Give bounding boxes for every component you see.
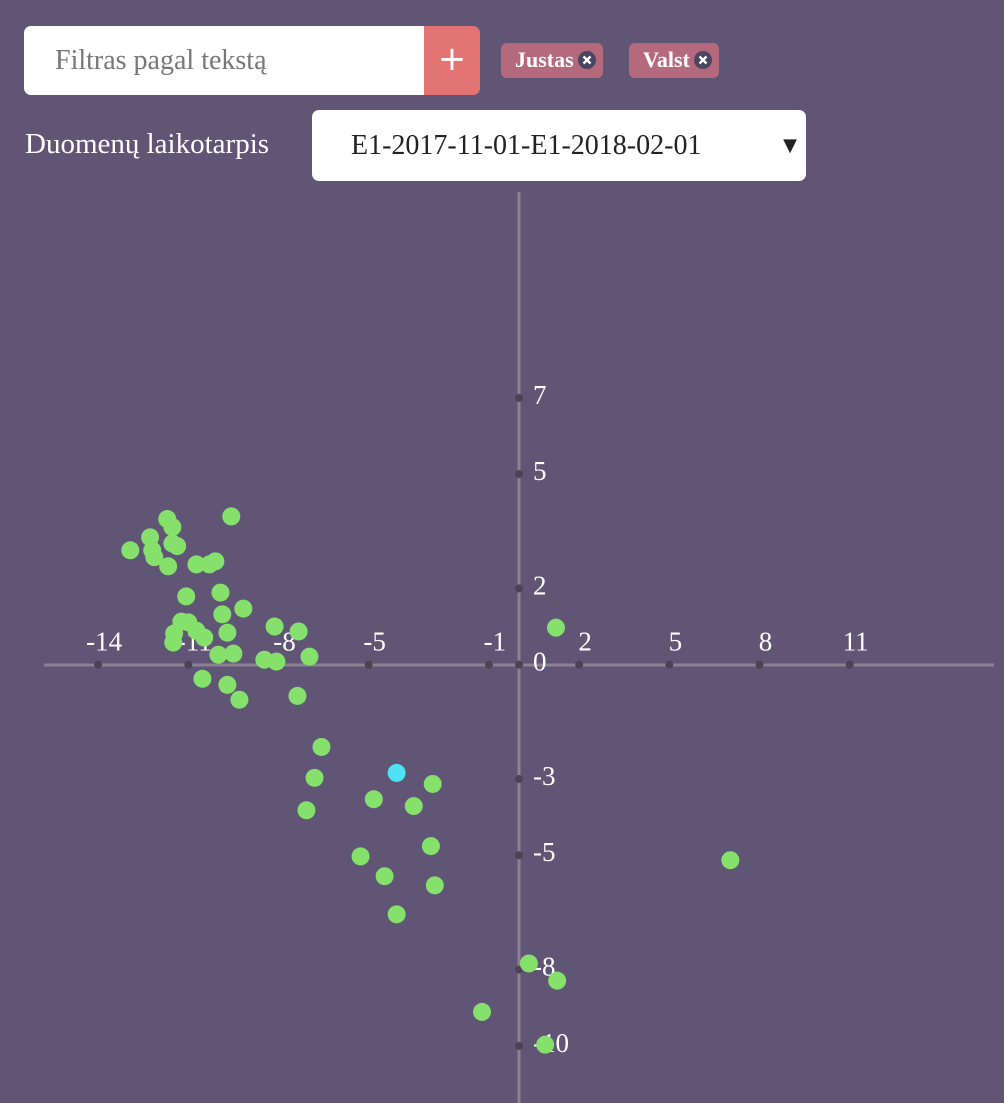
x-tick-mark — [665, 660, 674, 669]
data-point — [187, 555, 206, 574]
data-point — [267, 652, 286, 671]
data-point — [265, 617, 284, 636]
y-tick-label: -5 — [533, 837, 556, 867]
data-point — [195, 628, 214, 647]
data-point — [230, 690, 249, 709]
data-point — [351, 847, 370, 866]
x-tick-mark — [184, 660, 193, 669]
dropdown-arrow: ▼ — [783, 135, 797, 156]
data-point — [300, 647, 319, 666]
data-point — [548, 971, 567, 990]
data-point — [404, 797, 423, 816]
y-tick-mark — [515, 393, 523, 402]
x-tick-mark — [94, 660, 103, 669]
remove-tag-icon[interactable] — [577, 50, 597, 70]
selected-period: E1-2017-11-01-E1-2018-02-01 — [351, 130, 702, 161]
data-point — [211, 583, 230, 602]
data-point — [145, 548, 164, 567]
tag[interactable]: Justas — [501, 43, 603, 78]
data-point — [121, 541, 140, 560]
x-tick-mark — [845, 660, 854, 669]
y-tick-mark — [515, 851, 523, 860]
data-point — [546, 618, 565, 637]
y-tick-mark — [515, 660, 523, 669]
data-point — [473, 1002, 492, 1021]
data-point — [387, 763, 406, 782]
data-point — [288, 686, 307, 705]
y-tick-label: -3 — [533, 761, 556, 791]
data-point — [289, 622, 308, 641]
data-point — [163, 518, 182, 537]
data-point — [234, 599, 253, 618]
data-point — [423, 774, 442, 793]
data-point — [425, 876, 444, 895]
data-point — [222, 507, 241, 526]
data-point — [364, 790, 383, 809]
data-point — [375, 867, 394, 886]
data-point — [721, 851, 740, 870]
data-point — [536, 1035, 555, 1054]
data-point — [168, 537, 187, 556]
y-tick-mark — [515, 470, 523, 479]
x-tick-label: 5 — [669, 627, 683, 657]
data-point — [193, 669, 212, 688]
y-tick-mark — [515, 584, 523, 593]
y-tick-label: 7 — [533, 380, 547, 410]
data-point — [218, 675, 237, 694]
y-tick-mark — [515, 775, 523, 784]
y-tick-mark — [515, 1041, 523, 1050]
period-select[interactable]: E1-2017-11-01-E1-2018-02-01 ▼ — [312, 110, 806, 181]
y-tick-label: 2 — [533, 570, 547, 600]
data-point — [159, 557, 178, 576]
tag-label: Valst — [643, 47, 690, 72]
data-point — [519, 954, 538, 973]
x-tick-label: -5 — [363, 627, 386, 657]
data-point — [218, 623, 237, 642]
data-point — [213, 605, 232, 624]
data-point — [206, 552, 225, 571]
add-filter-button[interactable]: + — [424, 26, 480, 95]
y-tick-label: 5 — [533, 456, 547, 486]
x-tick-mark — [755, 660, 764, 669]
data-point — [297, 801, 316, 820]
y-tick-label: -8 — [533, 952, 556, 982]
x-tick-label: -1 — [484, 627, 507, 657]
x-tick-mark — [484, 660, 493, 669]
x-tick-mark — [575, 660, 584, 669]
text-filter-input[interactable]: Filtras pagal tekstą — [24, 26, 424, 95]
data-point — [164, 633, 183, 652]
x-tick-label: 2 — [578, 627, 592, 657]
tag[interactable]: Valst — [629, 43, 719, 78]
data-point — [387, 905, 406, 924]
data-point — [209, 645, 228, 664]
x-tick-label: 8 — [759, 627, 773, 657]
data-point — [177, 587, 196, 606]
data-point — [305, 768, 324, 787]
tag-label: Justas — [515, 47, 574, 72]
period-label: Duomenų laikotarpis — [25, 128, 270, 160]
data-point — [421, 837, 440, 856]
x-tick-label: 11 — [843, 627, 869, 657]
y-tick-label: 0 — [533, 647, 547, 677]
data-point — [312, 737, 331, 756]
x-tick-label: -14 — [86, 627, 122, 657]
x-tick-mark — [364, 660, 373, 669]
data-point — [224, 644, 243, 663]
remove-tag-icon[interactable] — [693, 50, 713, 70]
